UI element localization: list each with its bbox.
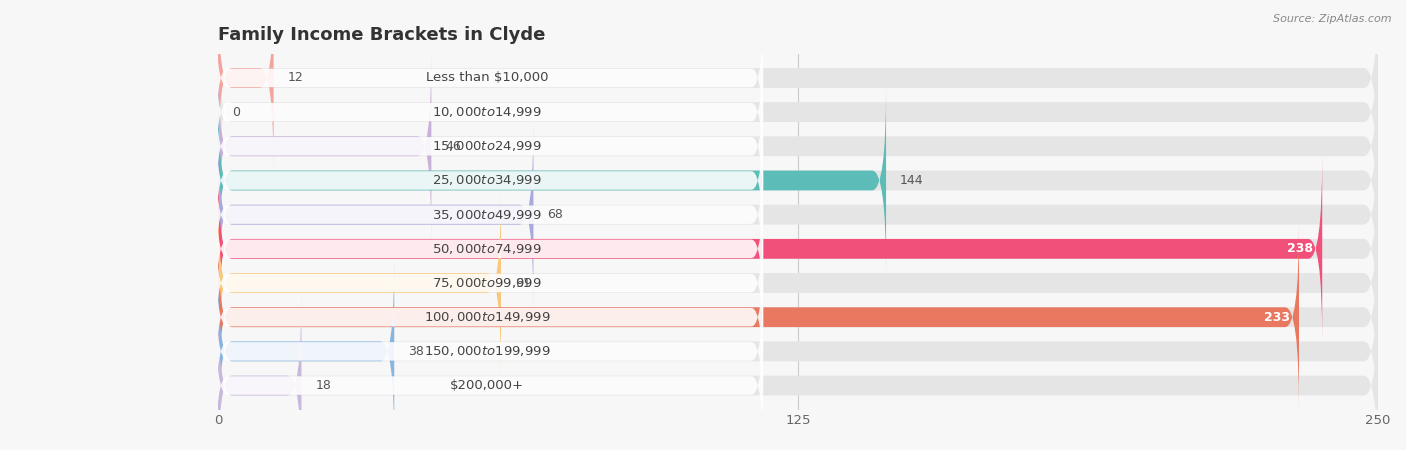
FancyBboxPatch shape <box>218 122 1378 307</box>
FancyBboxPatch shape <box>218 54 1378 239</box>
Text: 233: 233 <box>1264 310 1289 324</box>
FancyBboxPatch shape <box>218 225 1299 410</box>
Text: 46: 46 <box>446 140 461 153</box>
Text: 68: 68 <box>547 208 564 221</box>
Text: $25,000 to $34,999: $25,000 to $34,999 <box>432 174 541 188</box>
FancyBboxPatch shape <box>215 2 763 154</box>
FancyBboxPatch shape <box>215 309 763 450</box>
FancyBboxPatch shape <box>215 207 763 359</box>
FancyBboxPatch shape <box>215 70 763 222</box>
Text: 61: 61 <box>515 276 530 289</box>
FancyBboxPatch shape <box>218 259 394 444</box>
Text: $15,000 to $24,999: $15,000 to $24,999 <box>432 140 541 153</box>
Text: Family Income Brackets in Clyde: Family Income Brackets in Clyde <box>218 26 546 44</box>
FancyBboxPatch shape <box>218 293 1378 450</box>
Text: $35,000 to $49,999: $35,000 to $49,999 <box>432 207 541 222</box>
FancyBboxPatch shape <box>218 293 301 450</box>
Text: $200,000+: $200,000+ <box>450 379 524 392</box>
FancyBboxPatch shape <box>215 275 763 428</box>
FancyBboxPatch shape <box>218 259 1378 444</box>
FancyBboxPatch shape <box>218 190 1378 376</box>
FancyBboxPatch shape <box>218 0 1378 171</box>
FancyBboxPatch shape <box>215 173 763 325</box>
FancyBboxPatch shape <box>218 54 432 239</box>
Text: $50,000 to $74,999: $50,000 to $74,999 <box>432 242 541 256</box>
Text: 38: 38 <box>408 345 425 358</box>
FancyBboxPatch shape <box>218 88 1378 273</box>
Text: 144: 144 <box>900 174 924 187</box>
FancyBboxPatch shape <box>218 225 1378 410</box>
Text: 12: 12 <box>287 72 304 85</box>
Text: $100,000 to $149,999: $100,000 to $149,999 <box>423 310 550 324</box>
Text: $10,000 to $14,999: $10,000 to $14,999 <box>432 105 541 119</box>
Text: 18: 18 <box>315 379 332 392</box>
Text: 0: 0 <box>232 106 240 119</box>
Text: $150,000 to $199,999: $150,000 to $199,999 <box>423 344 550 358</box>
FancyBboxPatch shape <box>218 88 886 273</box>
FancyBboxPatch shape <box>218 190 501 376</box>
Text: 238: 238 <box>1286 243 1313 255</box>
FancyBboxPatch shape <box>218 122 533 307</box>
Text: $75,000 to $99,999: $75,000 to $99,999 <box>432 276 541 290</box>
Text: Less than $10,000: Less than $10,000 <box>426 72 548 85</box>
FancyBboxPatch shape <box>215 241 763 393</box>
FancyBboxPatch shape <box>218 156 1378 342</box>
FancyBboxPatch shape <box>215 139 763 291</box>
FancyBboxPatch shape <box>215 36 763 189</box>
FancyBboxPatch shape <box>218 0 274 171</box>
FancyBboxPatch shape <box>218 19 1378 205</box>
Text: Source: ZipAtlas.com: Source: ZipAtlas.com <box>1274 14 1392 23</box>
FancyBboxPatch shape <box>218 156 1322 342</box>
FancyBboxPatch shape <box>215 104 763 256</box>
